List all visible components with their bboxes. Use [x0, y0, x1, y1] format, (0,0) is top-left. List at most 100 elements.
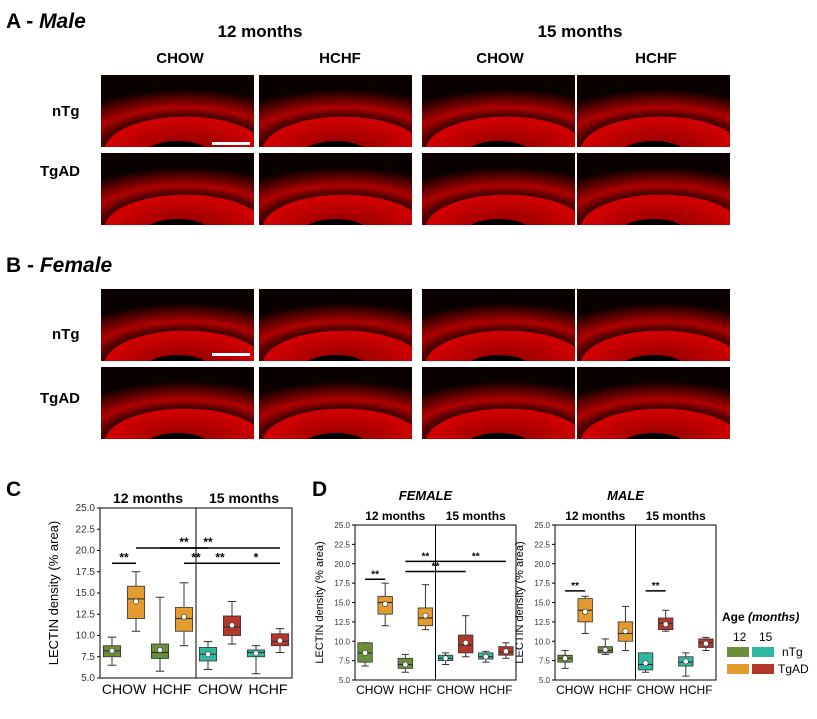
- legend-swatch-ntg15: [752, 647, 774, 657]
- legend-label-ntg: nTg: [782, 645, 803, 659]
- micrograph-a-ntg-0: [100, 74, 255, 148]
- chart-c-mean-point: [133, 598, 139, 605]
- chart-d-female-title: FEMALE: [399, 488, 453, 503]
- chart-c-sig-label: *: [254, 550, 259, 564]
- chart-c-facet-label: 12 months: [113, 490, 183, 506]
- chart-d-male-xtick-label: HCHF: [599, 683, 632, 697]
- chart-d-female-xtick-label: HCHF: [479, 683, 512, 697]
- chart-d-male-xtick-label: CHOW: [637, 683, 676, 697]
- micrograph-a-ntg-2: [421, 74, 576, 148]
- chart-d-male-ytick-label: 5.0: [539, 676, 551, 685]
- micrograph-a-tgad-2: [421, 152, 576, 226]
- micrograph-b-ntg-1: [258, 288, 413, 362]
- chart-c-sig-label: **: [119, 550, 129, 564]
- micrograph-b-tgad-2: [421, 366, 576, 440]
- chart-d-female-mean-point: [402, 661, 409, 668]
- chart-d-female-ytick-label: 15.0: [334, 599, 350, 608]
- chart-c-mean-point: [181, 613, 187, 620]
- chart-d-female-ytick-label: 17.5: [334, 579, 350, 588]
- panel-a-label: A - Male: [6, 10, 86, 33]
- chart-d-female-mean-point: [462, 639, 469, 646]
- chart-d-male-ylabel: LECTIN density (% area): [514, 541, 526, 663]
- chart-d-male-facet-label: 15 months: [646, 509, 706, 523]
- chart-c-sig-label: **: [215, 550, 225, 564]
- scale-bar-a: [212, 142, 250, 145]
- chart-d-male-xtick-label: CHOW: [556, 683, 595, 697]
- row-label-ntg-a: nTg: [52, 103, 80, 120]
- chart-d-male-sig-label: **: [652, 581, 660, 592]
- chart-c-facet-label: 15 months: [209, 490, 279, 506]
- chart-d-male-mean-point: [622, 628, 629, 635]
- micrograph-a-tgad-1: [258, 152, 413, 226]
- diet-header-chow-12: CHOW: [156, 50, 204, 67]
- micrograph-b-tgad-0: [100, 366, 255, 440]
- chart-d-male-mean-point: [682, 658, 689, 665]
- chart-d-female-sig-label: **: [371, 569, 379, 580]
- chart-c-ytick-label: 10.0: [76, 631, 96, 642]
- chart-c-mean-point: [157, 647, 163, 653]
- legend-age-15: 15: [759, 630, 773, 644]
- chart-d-female-facet-label: 15 months: [446, 509, 506, 523]
- micrograph-b-tgad-3: [576, 366, 731, 440]
- chart-c-xtick-label: CHOW: [198, 681, 243, 697]
- chart-c-ytick-label: 20.0: [76, 546, 96, 557]
- chart-d-male-mean-point: [602, 646, 609, 653]
- chart-d-male-mean-point: [642, 660, 649, 666]
- legend-age-12: 12: [733, 630, 747, 644]
- chart-d-female-sig-label: **: [432, 562, 440, 573]
- row-label-tgad-b: TgAD: [40, 390, 80, 407]
- micrograph-b-tgad-1: [258, 366, 413, 440]
- age-header-12: 12 months: [217, 22, 303, 41]
- age-header-15: 15 months: [537, 22, 623, 41]
- micrograph-b-ntg-0: [100, 288, 255, 362]
- chart-d-male-sig-label: **: [571, 581, 579, 592]
- chart-d-female-ytick-label: 10.0: [334, 637, 350, 646]
- chart-c-ytick-label: 25.0: [76, 503, 96, 514]
- row-label-ntg-b: nTg: [52, 326, 80, 343]
- micrograph-a-tgad-0: [100, 152, 255, 226]
- chart-d-female-ytick-label: 20.0: [334, 560, 350, 569]
- chart-c-mean-point: [109, 647, 115, 654]
- micrograph-b-ntg-2: [421, 288, 576, 362]
- panel-d-label: D: [312, 478, 328, 501]
- chart-d-female-mean-point: [442, 655, 449, 662]
- chart-d-male-mean-point: [703, 640, 709, 647]
- panel-b-label: B - Female: [6, 254, 113, 277]
- diet-header-chow-15: CHOW: [476, 50, 524, 67]
- chart-d-female-ytick-label: 25.0: [334, 521, 350, 530]
- chart-d-male-xtick-label: HCHF: [679, 683, 712, 697]
- chart-c-ytick-label: 17.5: [76, 567, 96, 578]
- chart-d-male-ytick-label: 7.5: [539, 657, 551, 666]
- chart-c-xtick-label: HCHF: [153, 681, 192, 697]
- chart-d-male-ytick-label: 17.5: [534, 579, 550, 588]
- chart-d-male-ytick-label: 10.0: [534, 637, 550, 646]
- chart-d-female-ytick-label: 7.5: [339, 657, 351, 666]
- diet-header-hchf-15: HCHF: [635, 50, 677, 67]
- chart-d-male-ytick-label: 20.0: [534, 560, 550, 569]
- chart-d-female-mean-point: [362, 649, 368, 656]
- chart-c-ytick-label: 12.5: [76, 609, 96, 620]
- chart-c-ytick-label: 22.5: [76, 524, 96, 535]
- chart-d-female-facet-label: 12 months: [365, 509, 425, 523]
- diet-header-hchf-12: HCHF: [319, 50, 361, 67]
- legend-label-tgad: TgAD: [778, 662, 809, 676]
- chart-c-sig-label: **: [203, 535, 213, 549]
- chart-c-xtick-label: HCHF: [249, 681, 288, 697]
- chart-d-female-xtick-label: HCHF: [399, 683, 432, 697]
- micrograph-a-tgad-3: [576, 152, 731, 226]
- legend-title: Age (months): [722, 610, 800, 624]
- chart-c-sig-label: **: [179, 535, 189, 549]
- chart-d-male-mean-point: [582, 608, 589, 615]
- chart-d-female-mean-point: [422, 612, 429, 619]
- chart-d-female-ytick-label: 22.5: [334, 540, 350, 549]
- panel-c-label: C: [6, 478, 22, 501]
- chart-c-ytick-label: 15.0: [76, 588, 96, 599]
- chart-d-female-sig-label: **: [422, 551, 430, 562]
- chart-d-male-title: MALE: [607, 488, 644, 503]
- chart-c-ylabel: LECTIN density (% area): [46, 521, 61, 666]
- chart-d-male-mean-point: [562, 655, 568, 662]
- chart-d-female-xtick-label: CHOW: [437, 683, 476, 697]
- chart-d-female-ytick-label: 5.0: [339, 676, 351, 685]
- row-label-tgad-a: TgAD: [40, 163, 80, 180]
